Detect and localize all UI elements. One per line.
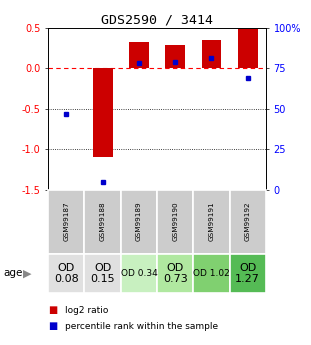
Text: log2 ratio: log2 ratio [65,306,109,315]
Bar [121,190,157,254]
Bar [48,190,85,254]
Bar [230,190,266,254]
Bar [93,68,113,157]
Text: OD
0.73: OD 0.73 [163,263,188,284]
Bar [121,254,157,293]
Title: GDS2590 / 3414: GDS2590 / 3414 [101,13,213,27]
Bar [157,254,193,293]
Bar [238,29,258,68]
Text: GSM99188: GSM99188 [100,202,106,242]
Text: OD
1.27: OD 1.27 [235,263,260,284]
Bar [230,254,266,293]
Bar [85,190,121,254]
Text: OD 0.34: OD 0.34 [121,269,157,278]
Text: OD
0.08: OD 0.08 [54,263,79,284]
Bar [165,45,185,68]
Text: GSM99189: GSM99189 [136,202,142,242]
Text: ■: ■ [48,306,58,315]
Text: GSM99187: GSM99187 [63,202,69,242]
Text: percentile rank within the sample: percentile rank within the sample [65,322,218,331]
Text: OD
0.15: OD 0.15 [90,263,115,284]
Bar [129,42,149,68]
Text: GSM99192: GSM99192 [245,202,251,242]
Text: GSM99191: GSM99191 [208,202,215,242]
Text: OD 1.02: OD 1.02 [193,269,230,278]
Text: ▶: ▶ [23,268,32,278]
Bar [193,190,230,254]
Bar [48,254,85,293]
Bar [85,254,121,293]
Bar [157,190,193,254]
Text: GSM99190: GSM99190 [172,202,178,242]
Bar [202,40,221,68]
Text: ■: ■ [48,321,58,331]
Text: age: age [3,268,22,278]
Bar [193,254,230,293]
